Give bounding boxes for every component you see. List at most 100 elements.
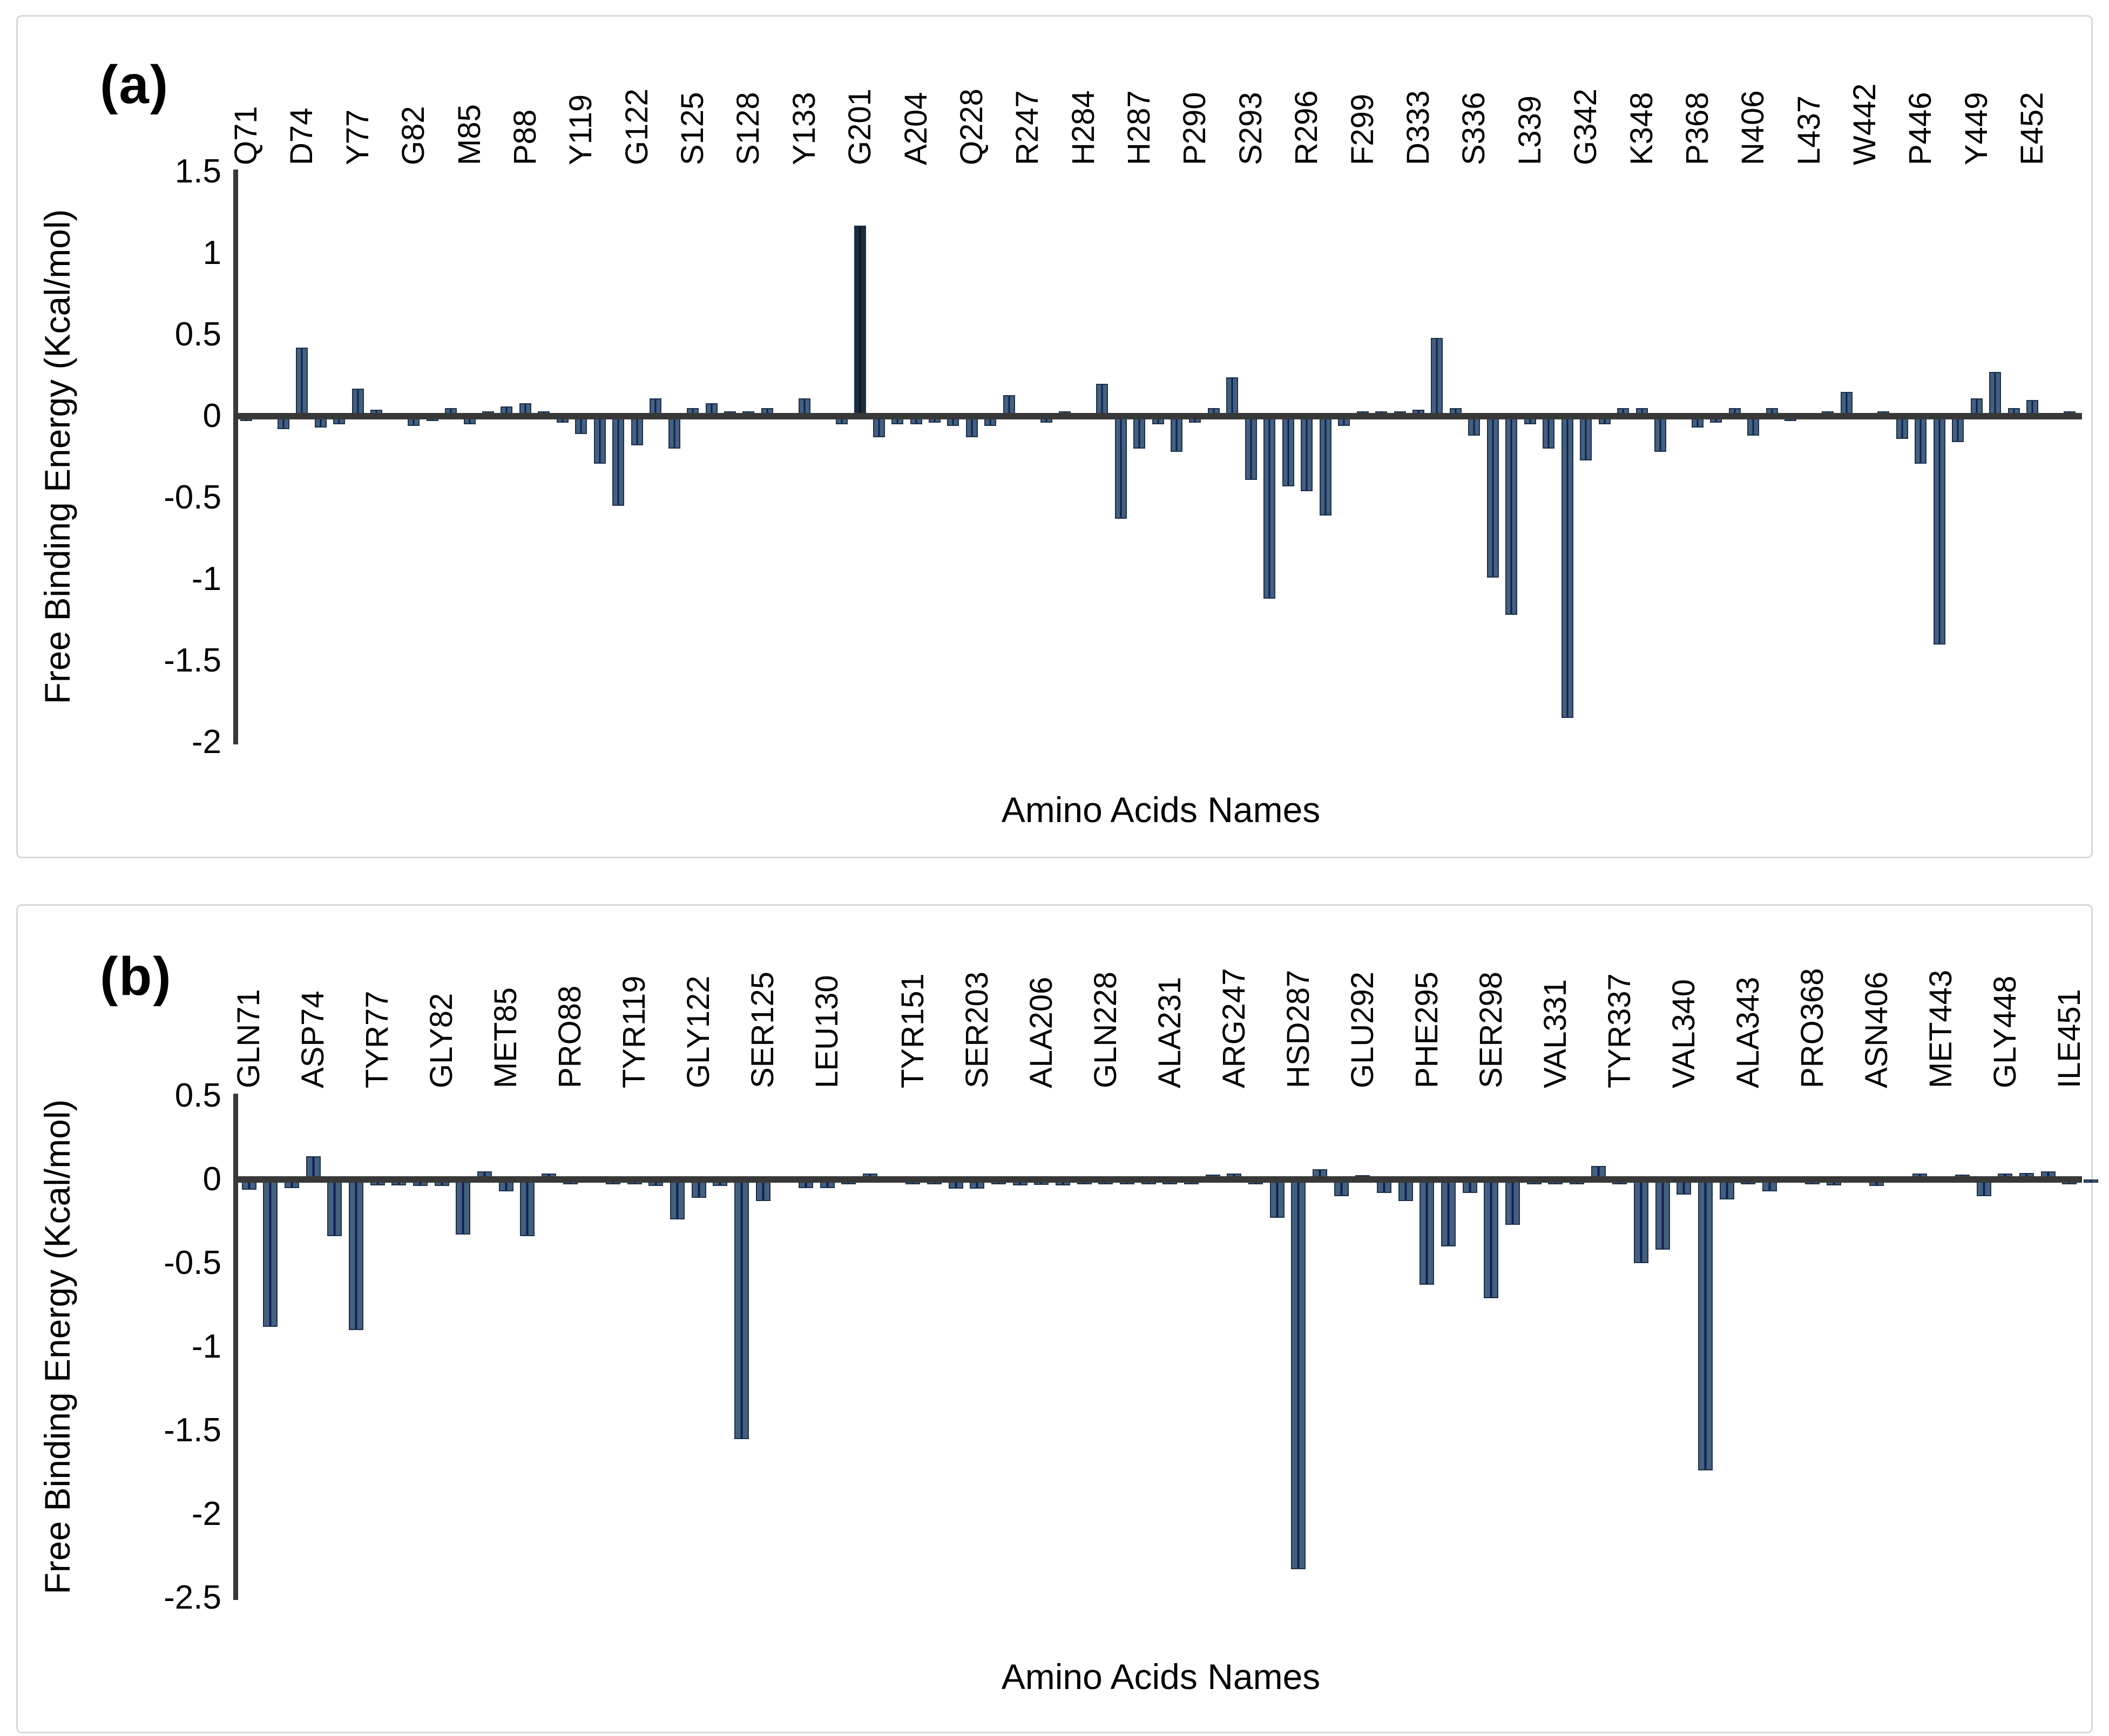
y-axis-spine [233,169,238,744]
bar-SER298 [1484,1179,1499,1299]
bar [612,416,625,506]
category-label-G201: G201 [842,89,878,165]
bar [1719,1179,1734,1200]
bar [1263,416,1276,599]
category-label-TYR77: TYR77 [360,991,395,1088]
bar-P446 [1915,416,1927,464]
panel-a-label: (a) [100,55,170,115]
bar-R296 [1301,416,1313,491]
category-label-P290: P290 [1177,92,1213,165]
category-label-ALA206: ALA206 [1023,977,1059,1088]
bar [456,1179,471,1235]
bar [1655,1179,1670,1250]
category-label-HSD287: HSD287 [1280,969,1316,1088]
x-axis-title-a: Amino Acids Names [1001,790,1321,830]
category-label-P446: P446 [1903,92,1938,165]
category-label-SER203: SER203 [959,971,995,1088]
bar [1398,1179,1413,1202]
bar [1114,416,1127,519]
category-label-M85: M85 [451,104,487,165]
bar [1319,416,1331,516]
bar-Y77 [352,388,364,416]
category-label-S125: S125 [675,92,711,165]
category-label-H284: H284 [1065,90,1101,165]
bar-H287 [1133,416,1146,449]
category-label-Q71: Q71 [228,106,263,165]
x-axis-title-b: Amino Acids Names [1001,1657,1321,1697]
bar [1933,416,1945,645]
category-label-GLY448: GLY448 [1987,975,2023,1088]
category-label-R296: R296 [1289,90,1324,165]
bar [348,1179,363,1330]
category-label-L339: L339 [1512,95,1547,165]
bar [1486,416,1499,578]
category-label-TYR151: TYR151 [895,973,930,1088]
category-label-ILE451: ILE451 [2051,989,2087,1088]
bar [1561,416,1573,718]
bar [734,1179,749,1439]
bar [2084,1179,2099,1183]
category-label-Y449: Y449 [1958,92,1994,165]
category-label-ALA343: ALA343 [1730,977,1766,1088]
category-label-G342: G342 [1568,89,1604,165]
category-label-SER298: SER298 [1473,971,1509,1088]
bar-G342 [1580,416,1592,460]
category-label-ASP74: ASP74 [295,991,330,1088]
bar [1171,416,1182,452]
bar-G122 [631,416,643,446]
y-tick-label: -2.5 [164,1579,221,1616]
y-tick-label: -2 [191,723,221,761]
bar-D74 [296,348,308,416]
category-label-L437: L437 [1791,95,1827,165]
panel-b-label: (b) [100,946,172,1007]
bar [1543,416,1555,449]
bar-SER125 [755,1179,770,1202]
category-label-P88: P88 [507,109,543,165]
y-tick-label: 0.5 [174,316,221,353]
category-label-ALA231: ALA231 [1152,977,1187,1088]
bar [668,416,680,449]
y-tick-label: -1 [191,560,221,598]
category-label-PRO368: PRO368 [1794,968,1830,1088]
y-axis-title-b: Free Binding Energy (Kcal/mol) [37,1099,77,1595]
bar-HSD287 [1291,1179,1306,1570]
category-label-K348: K348 [1624,92,1659,165]
x-axis-zero-line [233,1176,2082,1183]
bar [1698,1179,1713,1471]
category-label-ASN406: ASN406 [1858,971,1894,1088]
category-label-S336: S336 [1456,92,1492,165]
category-label-VAL340: VAL340 [1666,979,1701,1088]
bar [327,1179,342,1237]
category-label-Y77: Y77 [340,109,375,165]
category-label-Q228: Q228 [954,89,989,165]
bar [593,416,606,464]
y-tick-label: 1 [202,234,221,272]
bar-S293 [1245,416,1257,480]
category-label-E452: E452 [2015,92,2050,165]
bar [1634,1179,1649,1263]
bar [1441,1179,1456,1246]
bar [1896,416,1908,439]
bar [1282,416,1294,486]
category-label-S293: S293 [1233,92,1268,165]
category-label-Y119: Y119 [563,94,599,165]
bar [1505,1179,1520,1225]
bar [520,1179,535,1237]
bar-PHE295 [1419,1179,1435,1285]
bar [1952,416,1964,443]
category-label-N406: N406 [1735,90,1771,165]
bar [263,1179,278,1327]
x-axis-zero-line [233,413,2082,419]
category-label-D74: D74 [284,107,320,165]
category-label-ARG247: ARG247 [1216,968,1252,1088]
category-label-P368: P368 [1679,92,1715,165]
bar [1654,416,1666,452]
y-tick-label: -1 [191,1328,221,1365]
y-tick-label: 1.5 [174,153,221,190]
category-label-GLN71: GLN71 [231,989,266,1088]
bar [1096,383,1108,416]
category-label-W442: W442 [1847,83,1883,165]
category-label-GLN228: GLN228 [1087,971,1123,1088]
y-tick-label: -0.5 [164,1244,221,1281]
